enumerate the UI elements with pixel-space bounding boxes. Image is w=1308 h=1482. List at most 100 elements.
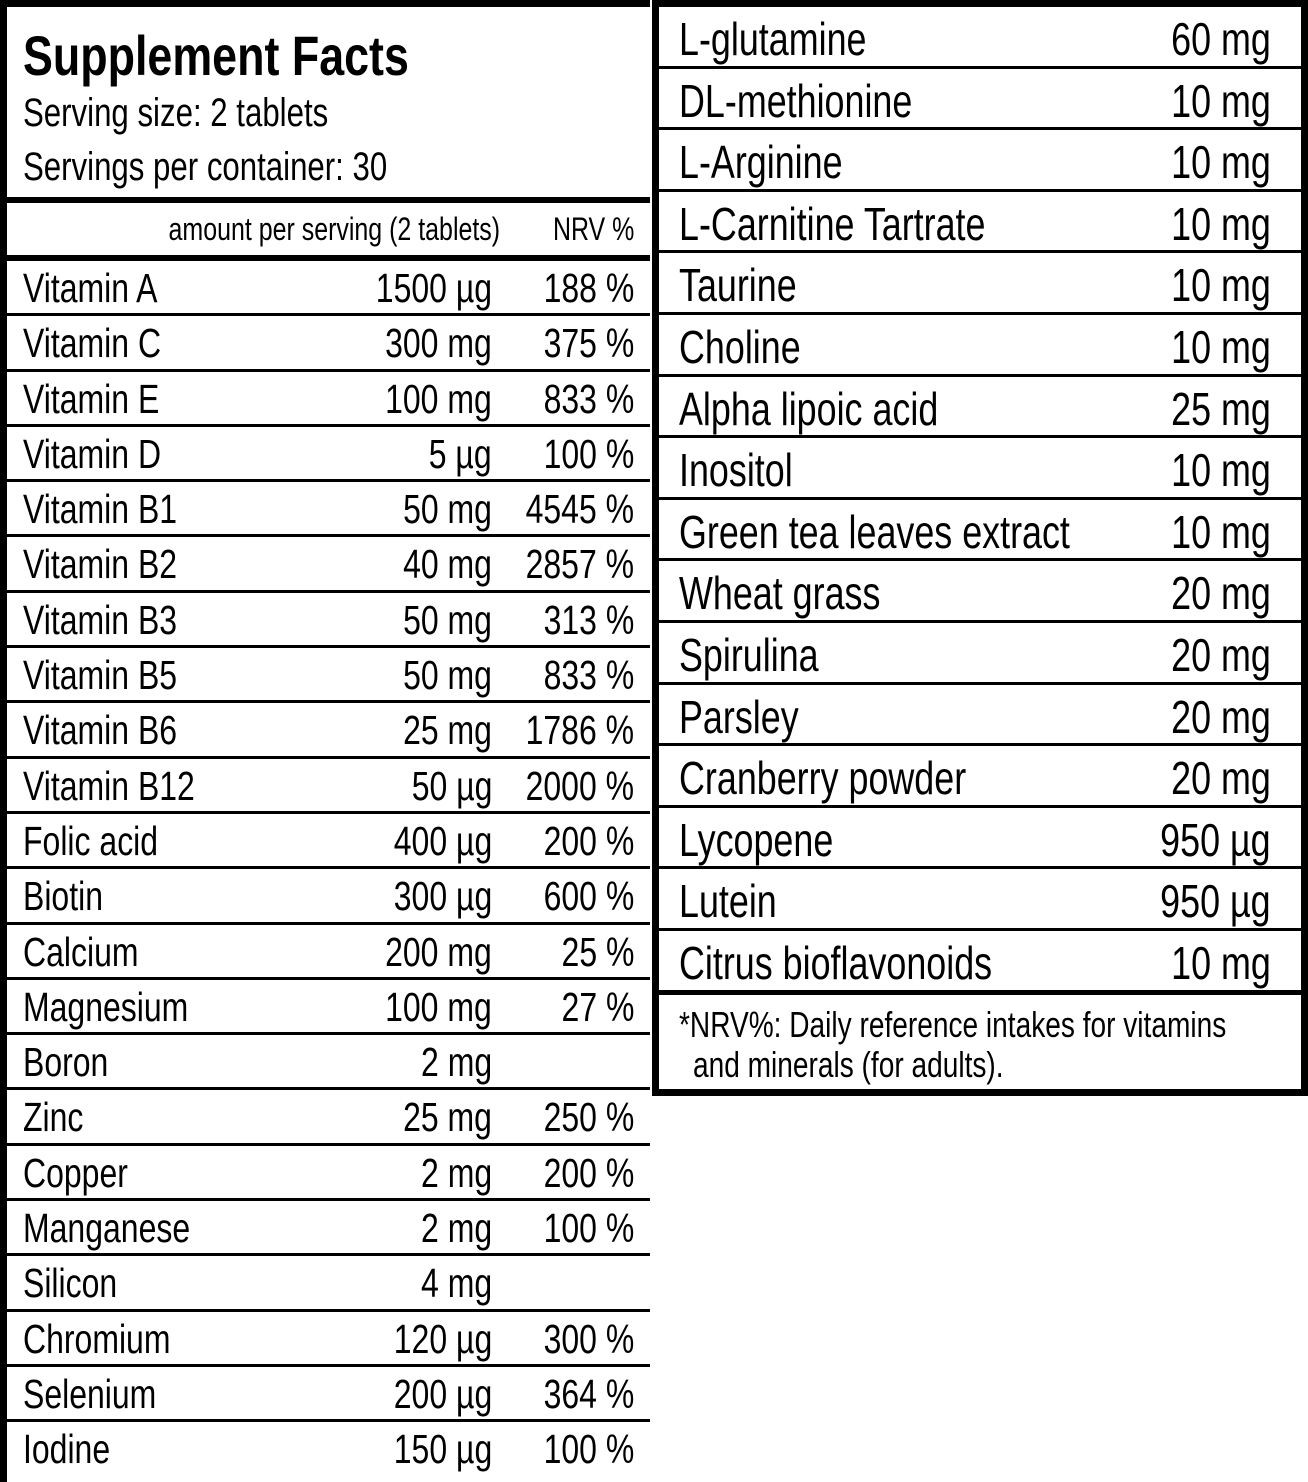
table-row: Wheat grass 20 mg (659, 561, 1301, 623)
supplement-facts-panel: Supplement Facts Serving size: 2 tablets… (0, 0, 650, 1482)
table-row: Manganese 2 mg 100 % (7, 1201, 650, 1257)
table-row: Biotin 300 µg 600 % (7, 869, 650, 925)
nutrient-nrv: 200 % (543, 1149, 634, 1196)
table-row: L-Carnitine Tartrate 10 mg (659, 192, 1301, 254)
nutrient-name: Vitamin A (23, 265, 158, 311)
nrv-column-header: NRV % (552, 211, 634, 247)
nutrient-name: Vitamin B6 (23, 707, 178, 754)
table-row: Chromium 120 µg 300 % (7, 1312, 650, 1367)
table-row: L-Arginine 10 mg (659, 130, 1301, 192)
nutrient-name: Chromium (23, 1315, 171, 1362)
ingredient-amount: 20 mg (1171, 752, 1271, 805)
nutrient-nrv: 300 % (543, 1315, 634, 1362)
nutrient-amount: 2 mg (420, 1039, 492, 1086)
ingredient-amount: 20 mg (1171, 690, 1271, 743)
ingredient-name: Alpha lipoic acid (679, 382, 939, 435)
nutrient-amount: 50 µg (411, 762, 492, 809)
ingredient-amount: 950 µg (1160, 813, 1271, 866)
nutrient-name: Folic acid (23, 817, 159, 864)
table-row: Vitamin B2 40 mg 2857 % (7, 537, 650, 593)
nutrient-amount: 120 µg (393, 1315, 492, 1362)
nrv-footnote: *NRV%: Daily reference intakes for vitam… (659, 992, 1301, 1085)
ingredient-name: L-Carnitine Tartrate (679, 197, 986, 250)
ingredient-amount: 10 mg (1171, 74, 1271, 127)
ingredient-amount: 60 mg (1171, 13, 1271, 65)
nutrient-name: Vitamin B1 (23, 486, 178, 533)
page-title: Supplement Facts (23, 23, 505, 88)
table-row: Parsley 20 mg (659, 685, 1301, 747)
nutrient-amount: 2 mg (420, 1205, 492, 1252)
nutrient-nrv: 4545 % (525, 486, 634, 533)
ingredient-name: Citrus bioflavonoids (679, 936, 993, 989)
table-row: Boron 2 mg (7, 1035, 650, 1091)
nutrient-amount: 400 µg (393, 817, 492, 864)
footnote-line-1: *NRV%: Daily reference intakes for vitam… (679, 1003, 1227, 1045)
facts-header: Supplement Facts Serving size: 2 tablets… (7, 7, 650, 203)
table-row: Vitamin D 5 µg 100 % (7, 427, 650, 483)
ingredient-amount: 10 mg (1171, 197, 1271, 250)
servings-per-container: Servings per container: 30 (23, 145, 490, 190)
table-row: Vitamin B3 50 mg 313 % (7, 593, 650, 649)
nutrient-name: Vitamin B2 (23, 541, 178, 588)
table-row: Copper 2 mg 200 % (7, 1146, 650, 1202)
nutrient-amount: 40 mg (403, 541, 492, 588)
nutrient-name: Selenium (23, 1370, 157, 1417)
nutrient-nrv: 188 % (543, 265, 634, 311)
table-row: Folic acid 400 µg 200 % (7, 814, 650, 870)
nutrient-name: Biotin (23, 873, 103, 920)
nutrient-nrv: 833 % (543, 375, 634, 422)
serving-size-text: Serving size: 2 tablets (23, 91, 329, 135)
table-row: Vitamin B1 50 mg 4545 % (7, 482, 650, 538)
table-row: Silicon 4 mg (7, 1256, 650, 1312)
table-row: Citrus bioflavonoids 10 mg (659, 931, 1301, 993)
nutrient-name: Copper (23, 1149, 128, 1196)
nutrient-name: Magnesium (23, 983, 189, 1030)
nutrient-nrv: 600 % (543, 873, 634, 920)
ingredient-amount: 950 µg (1160, 875, 1271, 928)
nutrient-amount: 50 mg (403, 596, 492, 643)
nutrient-nrv: 27 % (561, 983, 634, 1030)
ingredient-name: Lycopene (679, 813, 834, 866)
nutrient-name: Zinc (23, 1094, 84, 1141)
ingredient-amount: 20 mg (1171, 628, 1271, 681)
ingredient-amount: 25 mg (1171, 382, 1271, 435)
table-row: Lutein 950 µg (659, 869, 1301, 931)
nutrient-nrv: 1786 % (525, 707, 634, 754)
table-row: Zinc 25 mg 250 % (7, 1090, 650, 1146)
nutrient-name: Vitamin D (23, 430, 162, 477)
ingredient-name: L-Arginine (679, 136, 843, 189)
table-row: Cranberry powder 20 mg (659, 746, 1301, 808)
table-row: Iodine 150 µg 100 % (7, 1422, 650, 1477)
nutrient-nrv: 100 % (543, 430, 634, 477)
table-row: Vitamin A 1500 µg 188 % (7, 261, 650, 317)
table-row: Selenium 200 µg 364 % (7, 1367, 650, 1423)
nutrient-nrv: 2000 % (525, 762, 634, 809)
nutrient-nrv: 364 % (543, 1370, 634, 1417)
nutrient-amount: 100 mg (385, 983, 492, 1030)
nutrient-amount: 150 µg (393, 1426, 492, 1473)
nutrient-amount: 300 mg (385, 320, 492, 367)
nutrient-amount: 2 mg (420, 1149, 492, 1196)
nutrient-nrv: 100 % (543, 1426, 634, 1473)
nutrient-nrv: 25 % (561, 928, 634, 975)
table-row: Taurine 10 mg (659, 253, 1301, 315)
nutrient-amount: 50 mg (403, 652, 492, 699)
nutrient-name: Vitamin C (23, 320, 162, 367)
ingredients-table: L-glutamine 60 mg DL-methionine 10 mg L-Argi… (659, 7, 1301, 993)
nutrient-amount: 50 mg (403, 486, 492, 533)
nutrient-amount: 200 mg (385, 928, 492, 975)
ingredient-name: Inositol (679, 444, 793, 497)
nutrient-nrv: 833 % (543, 652, 634, 699)
nutrient-nrv: 100 % (543, 1205, 634, 1252)
ingredient-name: Cranberry powder (679, 752, 967, 805)
nutrient-name: Boron (23, 1039, 109, 1086)
table-row: Vitamin E 100 mg 833 % (7, 372, 650, 427)
nutrient-name: Iodine (23, 1426, 111, 1473)
ingredient-amount: 20 mg (1171, 567, 1271, 620)
table-row: Calcium 200 mg 25 % (7, 925, 650, 980)
table-row: Choline 10 mg (659, 315, 1301, 377)
other-ingredients-panel: L-glutamine 60 mg DL-methionine 10 mg L-Argi… (652, 0, 1308, 1096)
nutrient-nrv: 250 % (543, 1094, 634, 1141)
nutrient-nrv: 313 % (543, 596, 634, 643)
nutrient-name: Vitamin E (23, 375, 160, 422)
